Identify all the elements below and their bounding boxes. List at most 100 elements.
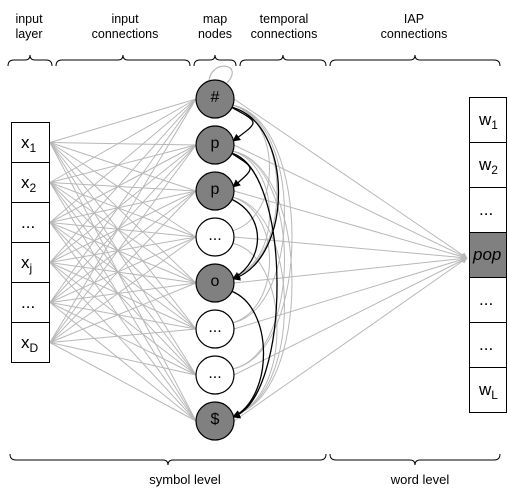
iap-connections [233, 98, 468, 422]
section-brace [193, 54, 237, 67]
footer-word-level: word level [390, 472, 450, 487]
input-connection [49, 182, 197, 284]
input-cell-label: x [21, 172, 30, 192]
self-loop-connection [208, 65, 233, 84]
temporal-connection [231, 104, 278, 278]
header-input-layer: input layer [15, 12, 43, 41]
iap-connection [233, 257, 468, 422]
active-temporal-link [230, 106, 254, 142]
word-cell-label: w [479, 380, 492, 399]
header-input-connections: input connections [91, 12, 159, 41]
temporal-connection [231, 104, 285, 324]
section-brace [9, 453, 327, 466]
input-cell-label: x [21, 252, 30, 272]
input-connection [49, 182, 197, 330]
word-cell-label: pop [473, 245, 502, 264]
map-nodes [195, 79, 235, 441]
input-connection [49, 342, 197, 376]
map-node-active [195, 263, 235, 303]
input-connection [49, 144, 197, 183]
word-cell-label: w [479, 155, 492, 174]
map-node-label: ... [208, 227, 222, 244]
input-connection [49, 144, 197, 223]
map-node-label: ... [208, 319, 222, 336]
input-connection [49, 98, 197, 223]
map-node [195, 217, 235, 257]
iap-connection [233, 256, 468, 330]
input-connection [49, 302, 197, 376]
temporal-connection [231, 104, 270, 232]
word-cell-subscript: L [491, 388, 498, 402]
active-temporal-link [230, 290, 265, 418]
input-connection [49, 98, 197, 343]
section-brace [7, 54, 53, 67]
input-cell-subscript: j [29, 260, 33, 275]
input-connection [49, 282, 197, 343]
input-cell: ... [11, 282, 50, 323]
input-connection [49, 342, 197, 422]
iap-connection [233, 190, 468, 260]
input-connection [49, 142, 197, 422]
word-cell-label: ... [479, 200, 494, 219]
temporal-connection [231, 150, 270, 278]
iap-connection [233, 255, 468, 284]
input-connection [49, 142, 197, 238]
temporal-connection [231, 104, 293, 370]
input-connection [49, 190, 197, 223]
word-cell-label: w [479, 110, 492, 129]
input-cell: ... [11, 202, 50, 243]
section-brace [239, 54, 327, 67]
iap-connection [233, 144, 468, 259]
temporal-connection [231, 150, 293, 416]
header-temporal-connections: temporal connections [250, 12, 318, 41]
input-cell-subscript: D [29, 340, 39, 355]
word-cell-subscript: 1 [491, 118, 498, 132]
map-node [195, 355, 235, 395]
input-connection [49, 144, 197, 343]
input-connection [49, 222, 197, 238]
map-node-active [195, 401, 235, 441]
map-node-label: # [210, 89, 220, 106]
input-connection [49, 142, 197, 192]
section-braces [7, 54, 501, 466]
iap-connection [233, 236, 468, 261]
map-node-label: $ [210, 411, 220, 428]
input-connection [49, 182, 197, 422]
map-node-label: p [210, 135, 220, 152]
input-connection [49, 222, 197, 330]
temporal-connection [231, 196, 270, 324]
input-cell-label: x [21, 332, 30, 352]
header-map-nodes: map nodes [197, 12, 233, 41]
word-cell-active: pop [469, 232, 507, 278]
input-connection [49, 222, 197, 284]
input-cell-label: x [21, 132, 30, 152]
input-connection [49, 222, 197, 422]
map-node-label: p [210, 181, 220, 198]
input-connection [49, 282, 197, 303]
input-connection [49, 302, 197, 330]
input-connection [49, 142, 197, 284]
map-node-active [195, 79, 235, 119]
input-connection [49, 98, 197, 183]
input-connection [49, 262, 197, 330]
temporal-connections [208, 65, 293, 419]
input-connection [49, 182, 197, 192]
word-cell: ... [469, 322, 507, 368]
word-cell-label: ... [479, 335, 494, 354]
input-cell-subscript: 2 [29, 180, 37, 195]
input-connection [49, 144, 197, 303]
input-connection [49, 262, 197, 422]
iap-connection [233, 257, 468, 376]
input-cell-label: ... [21, 292, 36, 312]
iap-connection [233, 98, 468, 259]
active-temporal-link [230, 198, 259, 280]
input-connection [49, 142, 197, 376]
input-cell-subscript: 1 [29, 140, 37, 155]
section-brace [329, 453, 501, 466]
map-node-label: o [210, 273, 220, 290]
